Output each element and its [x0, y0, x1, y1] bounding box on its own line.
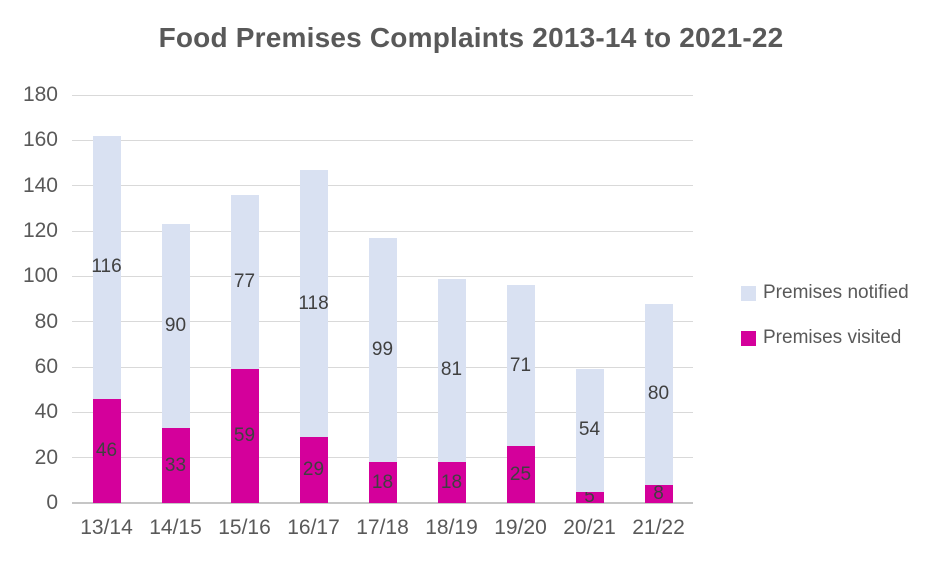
- x-axis-tick-label: 14/15: [149, 516, 202, 539]
- data-label-notified: 54: [578, 419, 601, 441]
- gridline: [72, 94, 693, 96]
- legend-item: Premises notified: [741, 282, 909, 304]
- bar-segment-notified: [437, 278, 466, 463]
- data-label-notified: 116: [91, 256, 122, 278]
- data-label-notified: 118: [298, 292, 329, 314]
- bar-segment-notified: [230, 194, 259, 370]
- bar-segment-notified: [506, 285, 535, 447]
- bar-segment-visited: [437, 462, 466, 503]
- x-axis-tick-label: 16/17: [287, 516, 340, 539]
- data-label-notified: 90: [164, 315, 187, 337]
- bar-group: 46 116: [72, 95, 141, 503]
- y-axis-tick-label: 160: [22, 128, 58, 152]
- data-label-notified: 77: [233, 271, 256, 292]
- data-label-notified: 80: [647, 383, 670, 405]
- bar-group: 29 118: [279, 95, 348, 503]
- y-axis-tick-label: 20: [34, 445, 58, 469]
- bar-segment-notified: [299, 169, 328, 438]
- data-label-visited: 59: [233, 425, 256, 447]
- y-axis-tick-label: 40: [34, 400, 58, 424]
- data-label-visited: 29: [302, 459, 325, 481]
- chart-title: Food Premises Complaints 2013-14 to 2021…: [158, 22, 784, 53]
- bar-segment-visited: [368, 462, 397, 503]
- gridline: [72, 185, 693, 187]
- bar-segment-notified: [368, 237, 397, 463]
- data-label-visited: 5: [584, 486, 595, 508]
- y-axis-tick-label: 180: [22, 83, 58, 106]
- x-axis-tick-label: 15/16: [218, 516, 271, 539]
- bar-segment-notified: [161, 224, 190, 429]
- legend-item: Premises visited: [741, 327, 909, 349]
- x-axis-tick-label: 13/14: [80, 516, 133, 539]
- bar-group: 18 81: [417, 95, 486, 503]
- bar-segment-notified: [92, 135, 121, 399]
- data-label-visited: 18: [440, 471, 463, 493]
- data-label-visited: 25: [509, 463, 532, 485]
- y-axis-tick-label: 100: [22, 264, 58, 288]
- gridline: [72, 230, 693, 232]
- y-axis-tick-label: 0: [46, 491, 58, 514]
- bar-segment-visited: [299, 437, 328, 503]
- bar-segment-visited: [230, 369, 259, 503]
- data-label-visited: 33: [164, 454, 187, 476]
- data-label-visited: 8: [653, 482, 664, 504]
- legend-swatch-notified: [741, 285, 756, 301]
- legend-label: Premises visited: [763, 327, 902, 348]
- x-axis-tick-label: 18/19: [425, 516, 478, 539]
- legend-label: Premises notified: [763, 282, 909, 303]
- y-axis-tick-label: 80: [34, 309, 58, 333]
- bar-segment-visited: [92, 398, 121, 503]
- y-axis-tick-label: 140: [22, 173, 58, 197]
- bar-segment-visited: [644, 484, 673, 503]
- x-axis-tick-label: 20/21: [563, 516, 616, 539]
- bar-group: 8 80: [624, 95, 693, 504]
- bar-segment-visited: [575, 491, 604, 503]
- data-label-notified: 71: [509, 354, 532, 376]
- legend: Premises notified Premises visited: [741, 282, 909, 372]
- data-label-visited: 18: [371, 471, 394, 493]
- x-axis-line: [72, 502, 693, 504]
- bar-group: 25 71: [486, 95, 555, 503]
- x-axis-tick-label: 19/20: [494, 516, 547, 539]
- y-axis-tick-label: 120: [22, 219, 58, 242]
- bar-segment-visited: [161, 428, 190, 503]
- gridline: [72, 139, 693, 141]
- bar-segment-notified: [575, 369, 604, 492]
- bar-group: 33 90: [141, 95, 210, 503]
- bar-group: 18 99: [348, 95, 417, 503]
- y-axis-tick-label: 60: [34, 355, 58, 378]
- x-axis-tick-label: 21/22: [632, 516, 685, 539]
- bar-group: 5 54: [555, 95, 624, 507]
- x-axis-tick-label: 17/18: [356, 516, 409, 539]
- bar-group: 59 77: [210, 95, 279, 503]
- bar-segment-notified: [644, 303, 673, 485]
- bar-segment-visited: [506, 446, 535, 503]
- legend-swatch-visited: [741, 330, 756, 346]
- data-label-notified: 99: [371, 339, 394, 360]
- plot-area: 46 116 33 90 59 77 29 118 18 99 18 81 25 71 5 54 8 80: [72, 94, 693, 507]
- data-label-notified: 81: [440, 359, 463, 381]
- data-label-visited: 46: [95, 439, 118, 461]
